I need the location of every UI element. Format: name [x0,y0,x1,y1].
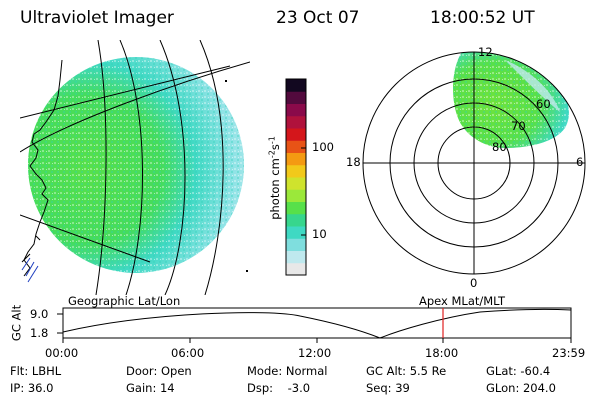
mlt-18-label: 18 [346,155,361,169]
colorbar-segment [286,103,306,117]
meridian-line [199,40,224,295]
colorbar-segment [286,164,306,178]
date-label: 23 Oct 07 [276,8,360,28]
status-mode: Mode: Normal [247,364,328,378]
status-glon: GLon: 204.0 [486,381,556,395]
colorbar-segment [286,152,306,166]
colorbar-segment [286,250,306,264]
colorbar-segment [286,128,306,141]
colorbar-segment [286,79,306,92]
geographic-image [20,40,250,295]
altitude-plot [57,307,572,343]
colorbar-tick-10: 10 [312,227,327,241]
mlt-0-label: 0 [470,276,478,290]
mlt-12-label: 12 [478,45,493,59]
colorbar-segment [286,213,306,227]
status-gc-alt: GC Alt: 5.5 Re [366,364,447,378]
alt-ymax-label: 9.0 [30,307,49,321]
x-tick-0000: 00:00 [45,346,79,360]
colorbar-segment [286,177,306,190]
instrument-title: Ultraviolet Imager [20,8,174,28]
lat-60-label: 60 [536,97,551,111]
latitude-line [20,65,231,119]
status-ip: IP: 36.0 [10,381,54,395]
colorbar-unit: photon cm-2s-1 [267,136,283,220]
alt-ymin-label: 1.8 [30,326,49,340]
colorbar [285,78,307,276]
x-tick-1800: 18:00 [425,346,459,360]
latitude-line [20,61,250,153]
meridian-line [159,40,186,295]
colorbar-segment [286,140,306,153]
status-gain: Gain: 14 [126,381,175,395]
altitude-curve [62,308,572,339]
status-dsp: Dsp: -3.0 [247,381,311,395]
colorbar-segment [286,201,306,215]
mlt-6-label: 6 [576,155,584,169]
colorbar-tick-100: 100 [312,140,334,154]
colorbar-segment [286,262,306,276]
polar-plot [362,51,586,275]
gc-alt-axis-label: GC Alt [9,304,24,342]
status-flt: Flt: LBHL [10,364,62,378]
status-glat: GLat: -60.4 [486,364,551,378]
status-door: Door: Open [126,364,192,378]
geographic-label: Geographic Lat/Lon [68,294,181,308]
colorbar-border [285,78,307,276]
lat-80-label: 80 [492,140,507,154]
status-seq: Seq: 39 [366,381,410,395]
colorbar-segment [286,91,306,104]
colorbar-segment [286,226,306,239]
colorbar-segment [286,189,306,202]
coastline [23,59,63,277]
coastline-detail [21,257,39,283]
meridian-line [119,40,144,295]
longitude-line [20,214,151,263]
time-label: 18:00:52 UT [430,8,535,28]
lat-70-label: 70 [511,119,526,133]
x-tick-0600: 06:00 [171,346,205,360]
apex-label: Apex MLat/MLT [419,294,506,308]
x-tick-2359: 23:59 [552,346,586,360]
colorbar-segment [286,115,306,129]
x-tick-1200: 12:00 [298,346,332,360]
meridian-line [95,40,107,295]
colorbar-segment [286,238,306,251]
